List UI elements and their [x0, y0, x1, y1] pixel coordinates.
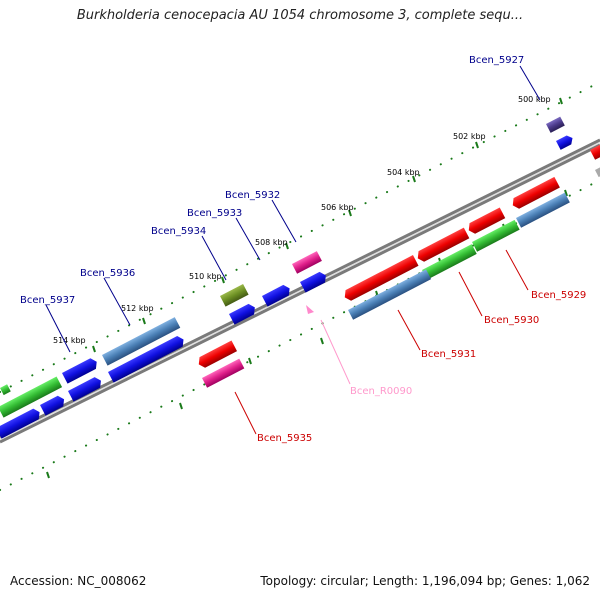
summary-text: Topology: circular; Length: 1,196,094 bp…	[260, 574, 590, 588]
tick-label: 506 kbp	[321, 203, 354, 212]
tick-label: 508 kbp	[255, 238, 288, 247]
gene-label-bcen-5932[interactable]: Bcen_5932	[225, 190, 280, 201]
gene-feature[interactable]	[229, 302, 258, 325]
gene-feature-bcen-r0090[interactable]	[306, 305, 314, 314]
gene-feature-bcen-5931[interactable]	[348, 269, 432, 320]
scale-line-upper	[0, 81, 600, 393]
gene-feature[interactable]	[0, 407, 42, 439]
gene-feature-bcen-5932[interactable]	[292, 251, 322, 274]
gene-feature-bcen-5933[interactable]	[262, 283, 292, 307]
tick-label: 512 kbp	[121, 304, 154, 313]
tick-label: 502 kbp	[453, 132, 486, 141]
gene-label-bcen-5929[interactable]: Bcen_5929	[531, 290, 586, 301]
gene-label-bcen-5935[interactable]: Bcen_5935	[257, 433, 312, 444]
gene-feature[interactable]	[595, 164, 600, 178]
gene-label-bcen-5934[interactable]: Bcen_5934	[151, 226, 206, 237]
gene-feature-bcen-5937[interactable]	[62, 356, 99, 384]
gene-feature-bcen-5930[interactable]	[472, 219, 520, 252]
tick-label: 504 kbp	[387, 168, 420, 177]
gene-feature[interactable]	[415, 227, 470, 264]
gene-label-bcen-5930[interactable]: Bcen_5930	[484, 315, 539, 326]
backbone	[0, 138, 600, 444]
gene-feature[interactable]	[202, 358, 245, 388]
gene-feature-bcen-5935[interactable]	[196, 340, 238, 370]
gene-label-bcen-5937[interactable]: Bcen_5937	[20, 295, 75, 306]
gene-feature[interactable]	[466, 207, 506, 235]
map-title: Burkholderia cenocepacia AU 1054 chromos…	[76, 8, 524, 23]
gene-labels: Bcen_5927 Bcen_5929 Bcen_5930 Bcen_5931 …	[20, 55, 586, 444]
tick-labels: 500 kbp 502 kbp 504 kbp 506 kbp 508 kbp …	[53, 95, 551, 345]
tick-label: 514 kbp	[53, 336, 86, 345]
tick-label: 510 kbp	[189, 272, 222, 281]
gene-feature[interactable]	[342, 255, 419, 303]
feature-track	[0, 116, 600, 439]
gene-feature[interactable]	[0, 376, 63, 418]
gene-feature[interactable]	[300, 270, 329, 293]
gene-feature[interactable]	[556, 134, 575, 150]
gene-label-bcen-5931[interactable]: Bcen_5931	[421, 349, 476, 360]
leader-lines	[45, 65, 541, 435]
gene-feature[interactable]	[590, 140, 600, 160]
gene-label-bcen-5927[interactable]: Bcen_5927	[469, 55, 524, 66]
gene-feature-bcen-5936[interactable]	[102, 317, 181, 366]
gene-feature[interactable]	[516, 192, 570, 228]
major-ticks-upper	[92, 97, 563, 353]
gene-feature-bcen-5934[interactable]	[220, 283, 249, 307]
gene-feature[interactable]	[422, 244, 477, 280]
tick-label: 500 kbp	[518, 95, 551, 104]
gene-label-bcen-5933[interactable]: Bcen_5933	[187, 208, 242, 219]
gene-feature-bcen-5929[interactable]	[510, 176, 560, 211]
gene-feature-bcen-5927[interactable]	[546, 116, 565, 133]
gene-feature[interactable]	[108, 334, 186, 383]
gene-feature[interactable]	[40, 394, 67, 416]
gene-label-bcen-5936[interactable]: Bcen_5936	[80, 268, 135, 279]
gene-label-bcen-r0090[interactable]: Bcen_R0090	[350, 386, 412, 397]
accession-text: Accession: NC_008062	[10, 574, 147, 588]
gene-feature[interactable]	[68, 375, 104, 402]
gene-feature[interactable]	[0, 384, 11, 396]
